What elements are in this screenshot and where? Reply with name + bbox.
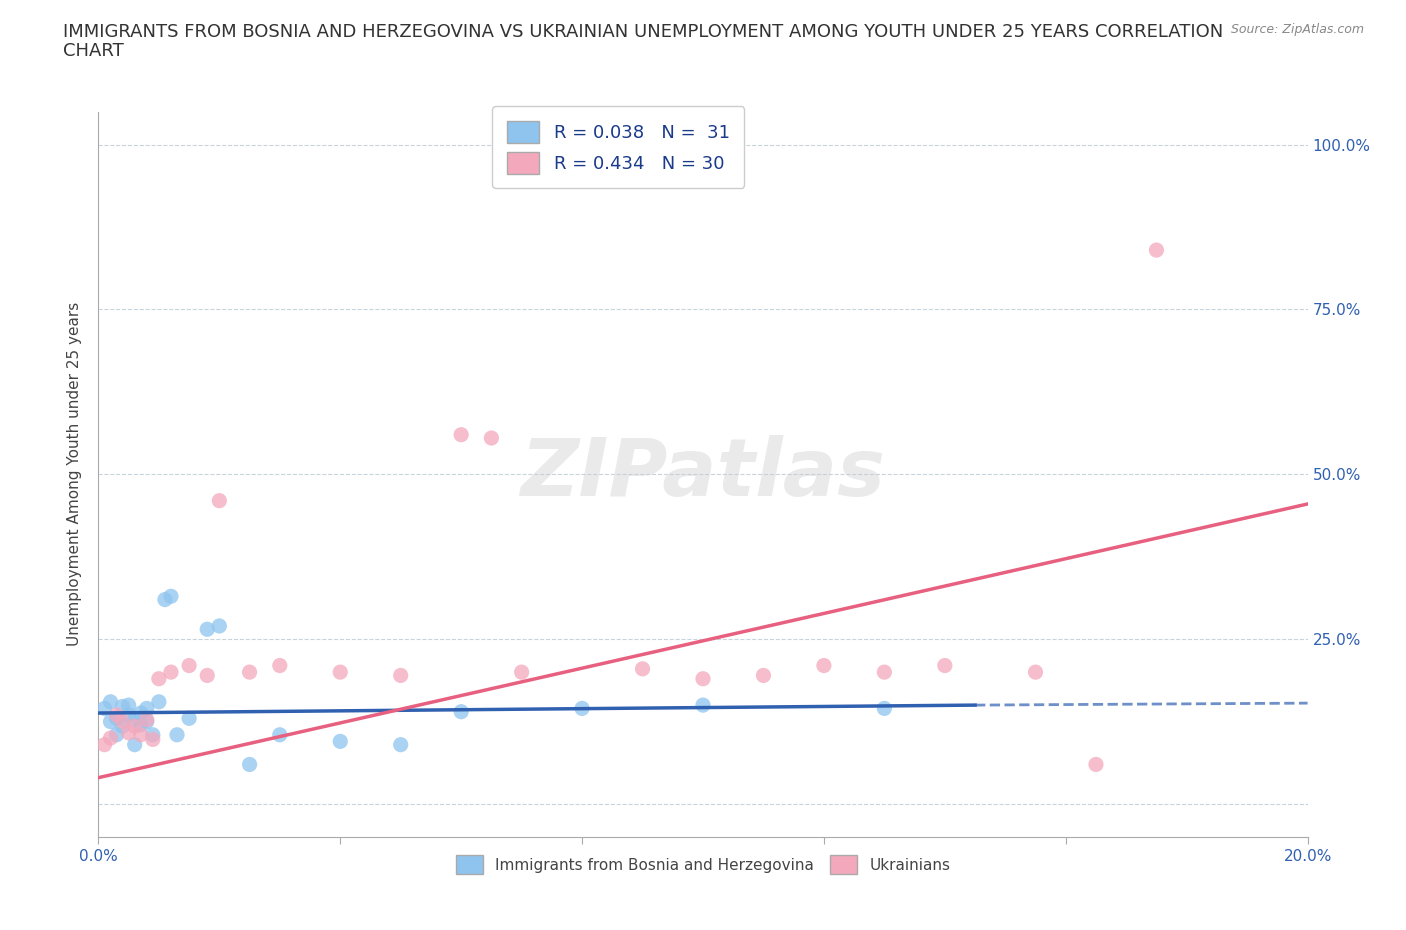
Legend: Immigrants from Bosnia and Herzegovina, Ukrainians: Immigrants from Bosnia and Herzegovina, … bbox=[450, 849, 956, 880]
Point bbox=[148, 695, 170, 710]
Text: IMMIGRANTS FROM BOSNIA AND HERZEGOVINA VS UKRAINIAN UNEMPLOYMENT AMONG YOUTH UND: IMMIGRANTS FROM BOSNIA AND HERZEGOVINA V… bbox=[63, 23, 1223, 41]
Text: ZIPatlas: ZIPatlas bbox=[520, 435, 886, 513]
Point bbox=[111, 699, 134, 714]
Point bbox=[1144, 243, 1167, 258]
Point bbox=[208, 493, 231, 508]
Point bbox=[269, 658, 291, 673]
Point bbox=[179, 711, 201, 725]
Point bbox=[124, 737, 146, 752]
Point bbox=[124, 712, 146, 727]
Point bbox=[100, 695, 122, 710]
Point bbox=[118, 698, 141, 712]
Point bbox=[105, 708, 128, 723]
Point bbox=[142, 732, 165, 747]
Point bbox=[160, 589, 183, 604]
Point bbox=[179, 658, 201, 673]
Point bbox=[111, 719, 134, 734]
Point bbox=[269, 727, 291, 742]
Point bbox=[124, 719, 146, 734]
Point bbox=[195, 668, 218, 683]
Point bbox=[1024, 665, 1046, 680]
Point bbox=[450, 427, 472, 442]
Point bbox=[329, 665, 352, 680]
Point bbox=[118, 725, 141, 740]
Point bbox=[1085, 757, 1108, 772]
Point bbox=[100, 731, 122, 746]
Point bbox=[813, 658, 835, 673]
Point bbox=[129, 717, 152, 732]
Point bbox=[752, 668, 775, 683]
Point bbox=[389, 737, 412, 752]
Point bbox=[481, 431, 503, 445]
Point bbox=[142, 727, 165, 742]
Point bbox=[166, 727, 188, 742]
Point bbox=[873, 701, 896, 716]
Point bbox=[873, 665, 896, 680]
Point bbox=[135, 712, 157, 727]
Point bbox=[135, 714, 157, 729]
Point bbox=[329, 734, 352, 749]
Point bbox=[93, 737, 115, 752]
Point bbox=[510, 665, 533, 680]
Text: Source: ZipAtlas.com: Source: ZipAtlas.com bbox=[1230, 23, 1364, 36]
Point bbox=[631, 661, 654, 676]
Y-axis label: Unemployment Among Youth under 25 years: Unemployment Among Youth under 25 years bbox=[67, 302, 83, 646]
Point bbox=[118, 708, 141, 723]
Point bbox=[93, 701, 115, 716]
Point bbox=[148, 671, 170, 686]
Point bbox=[239, 665, 262, 680]
Point bbox=[195, 622, 218, 637]
Point bbox=[100, 714, 122, 729]
Point bbox=[239, 757, 262, 772]
Point bbox=[692, 671, 714, 686]
Point bbox=[160, 665, 183, 680]
Point bbox=[105, 727, 128, 742]
Point bbox=[692, 698, 714, 712]
Text: CHART: CHART bbox=[63, 42, 124, 60]
Point bbox=[111, 714, 134, 729]
Point bbox=[135, 701, 157, 716]
Point bbox=[208, 618, 231, 633]
Point bbox=[129, 706, 152, 721]
Point bbox=[389, 668, 412, 683]
Point bbox=[153, 592, 176, 607]
Point bbox=[934, 658, 956, 673]
Point bbox=[450, 704, 472, 719]
Point bbox=[105, 711, 128, 725]
Point bbox=[571, 701, 593, 716]
Point bbox=[129, 727, 152, 742]
